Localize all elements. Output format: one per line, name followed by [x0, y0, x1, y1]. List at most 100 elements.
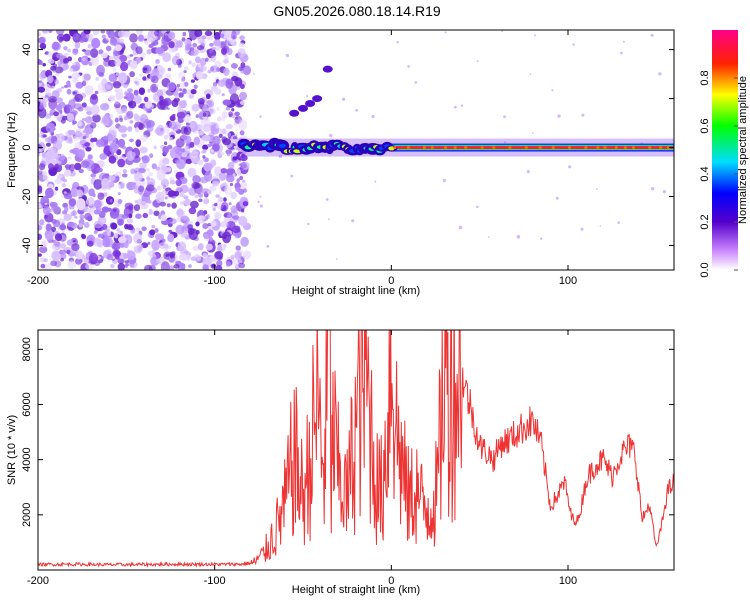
noise-blob [169, 115, 176, 122]
noise-blob [240, 181, 248, 190]
noise-blob [145, 184, 155, 192]
noise-blob [50, 232, 55, 237]
noise-blob [147, 171, 153, 177]
noise-blob [72, 49, 79, 55]
noise-blob [230, 205, 238, 214]
noise-blob [191, 103, 200, 112]
noise-blob [230, 254, 235, 260]
noise-blob [182, 31, 187, 37]
noise-blob [54, 241, 61, 247]
noise-blob [226, 81, 230, 85]
noise-blob [195, 114, 199, 119]
noise-blob [98, 49, 104, 55]
noise-blob [223, 59, 229, 64]
noise-blob [228, 111, 233, 117]
noise-blob [110, 263, 115, 269]
noise-blob [73, 215, 78, 219]
noise-blob [46, 179, 50, 183]
noise-blob [80, 233, 85, 238]
noise-blob [103, 207, 108, 212]
noise-blob [75, 250, 84, 260]
noise-blob [63, 106, 71, 114]
noise-blob [134, 200, 139, 204]
noise-blob [158, 242, 167, 249]
noise-blob [190, 200, 199, 209]
signal-bead [430, 145, 434, 150]
noise-blob [59, 224, 67, 231]
noise-blob [217, 246, 223, 252]
noise-blob [110, 222, 118, 230]
noise-blob [147, 200, 152, 204]
noise-dot [476, 60, 479, 63]
x-tick-label: -200 [27, 575, 49, 587]
noise-blob [171, 202, 177, 209]
noise-blob [198, 63, 202, 68]
noise-blob [66, 88, 72, 95]
noise-blob [60, 118, 66, 124]
noise-blob [46, 210, 50, 215]
noise-blob [142, 76, 147, 81]
noise-blob [49, 126, 55, 133]
noise-blob [63, 213, 72, 221]
noise-blob [183, 66, 189, 70]
noise-blob [192, 175, 201, 184]
noise-blob [232, 173, 236, 177]
noise-blob [204, 30, 213, 36]
noise-blob [117, 198, 122, 205]
noise-blob [240, 161, 247, 169]
noise-blob [190, 79, 195, 83]
noise-blob [162, 146, 169, 155]
noise-blob [97, 233, 104, 238]
noise-blob [55, 104, 63, 111]
noise-blob [193, 136, 201, 146]
noise-blob [63, 84, 69, 88]
noise-blob [38, 153, 41, 157]
noise-dot [257, 200, 260, 204]
noise-blob [38, 32, 41, 36]
noise-blob [147, 241, 151, 245]
noise-blob [229, 182, 234, 187]
noise-blob [99, 153, 107, 160]
signal-bead [659, 145, 663, 150]
signal-bead [492, 145, 496, 150]
noise-dot [568, 165, 572, 169]
noise-blob [53, 219, 61, 228]
noise-blob [86, 208, 91, 213]
noise-blob [192, 42, 198, 48]
noise-dot [532, 132, 534, 134]
noise-blob [242, 201, 249, 207]
noise-blob [84, 85, 94, 96]
noise-dot [526, 170, 530, 174]
noise-blob [126, 110, 134, 119]
noise-blob [225, 40, 231, 47]
noise-blob [184, 135, 192, 145]
noise-blob [126, 250, 136, 261]
noise-blob [138, 244, 144, 250]
noise-blob [52, 70, 56, 73]
noise-blob [101, 78, 108, 87]
noise-blob [82, 135, 87, 140]
noise-blob [54, 79, 59, 85]
noise-blob [234, 77, 243, 87]
noise-dot [662, 190, 667, 194]
noise-blob [230, 63, 238, 69]
noise-blob [84, 106, 92, 112]
noise-blob [235, 186, 241, 193]
noise-blob [155, 166, 161, 171]
noise-blob [147, 88, 151, 93]
noise-blob [155, 47, 164, 55]
noise-blob [234, 111, 240, 117]
noise-blob [202, 253, 208, 258]
noise-blob [101, 178, 110, 189]
noise-blob [174, 159, 181, 164]
noise-blob [162, 52, 172, 62]
spectrogram-x-ticks: -200 -100 0 100 [27, 30, 577, 287]
noise-dot [650, 33, 654, 37]
noise-blob [38, 36, 46, 45]
noise-blob [39, 104, 44, 110]
noise-dot [503, 115, 506, 119]
noise-blob [68, 198, 77, 207]
noise-blob [40, 263, 46, 269]
noise-blob [235, 245, 241, 251]
signal-bead [422, 145, 426, 150]
